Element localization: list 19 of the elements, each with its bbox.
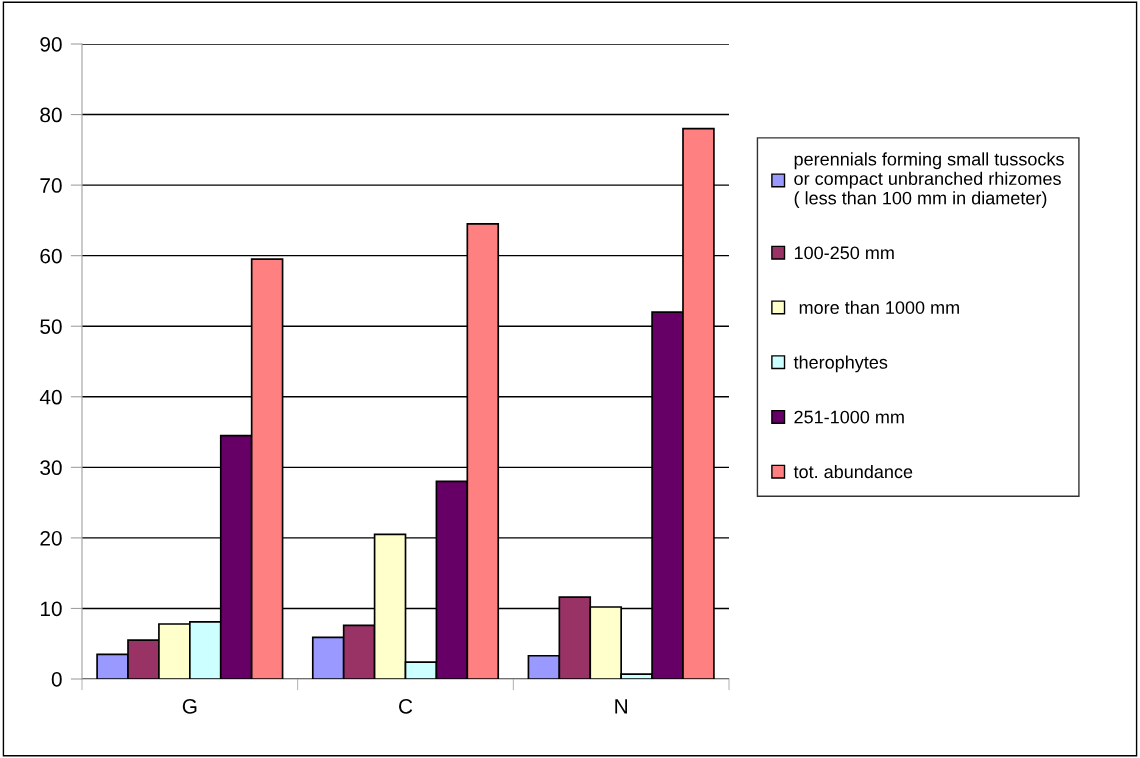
legend-label: more than 1000 mm bbox=[799, 300, 959, 314]
x-tick-label: G bbox=[182, 698, 197, 714]
y-tick-label: 10 bbox=[40, 601, 62, 617]
legend-label: therophytes bbox=[793, 355, 888, 373]
y-tick-label: 0 bbox=[51, 672, 62, 687]
legend-label: 251-1000 mm bbox=[794, 410, 904, 424]
y-tick-label: 90 bbox=[40, 37, 62, 52]
y-tick-label: 60 bbox=[40, 248, 62, 264]
x-tick-label: N bbox=[615, 699, 627, 714]
y-tick-label: 40 bbox=[39, 389, 62, 405]
y-tick-label: 80 bbox=[40, 107, 62, 123]
legend-label: perennials forming small tussocks or compact unbranched rhizomes ( less than 100 mm in diameter) bbox=[794, 152, 1064, 209]
legend-label: 100-250 mm bbox=[794, 246, 894, 260]
y-tick-label: 20 bbox=[40, 530, 62, 546]
y-tick-label: 50 bbox=[40, 319, 62, 334]
x-tick-label: C bbox=[399, 698, 413, 714]
y-tick-label: 30 bbox=[40, 460, 62, 476]
legend-label: tot. abundance bbox=[793, 464, 913, 479]
y-tick-label: 70 bbox=[40, 178, 62, 193]
